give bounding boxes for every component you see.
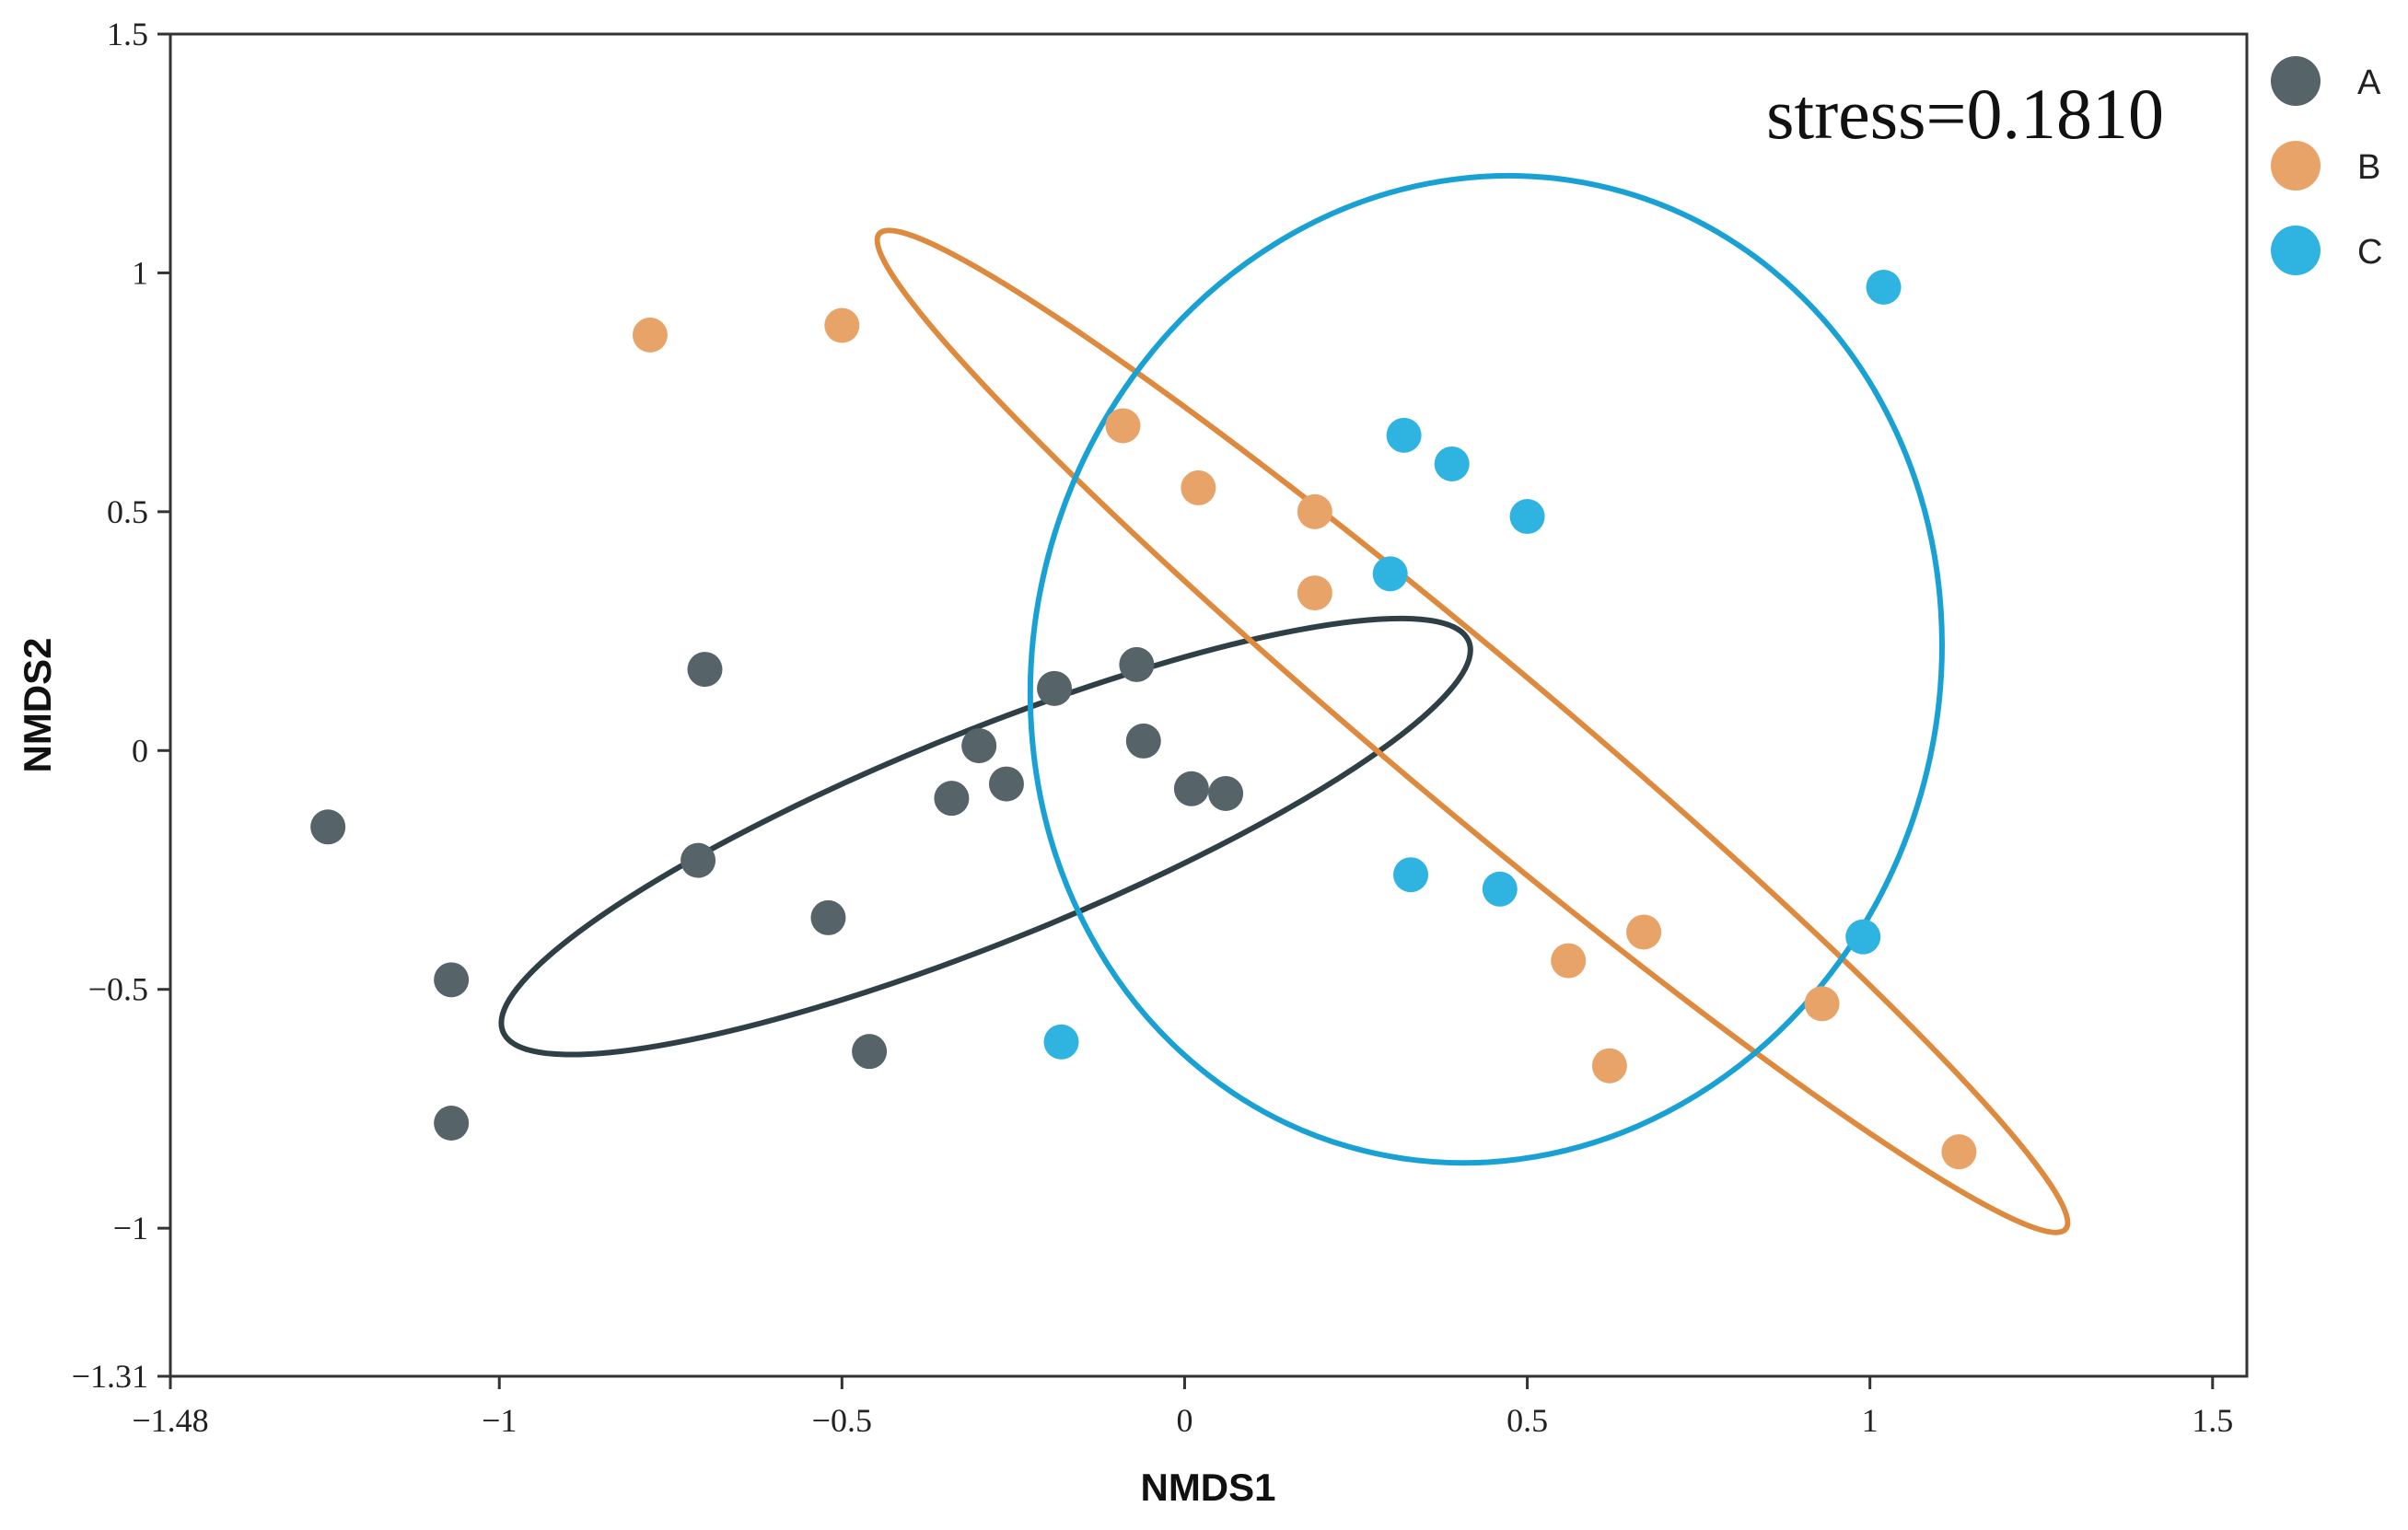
- point-group-a: [1037, 670, 1073, 706]
- legend-label-b: B: [2357, 148, 2380, 187]
- x-tick-label: 0: [1176, 1402, 1192, 1439]
- point-group-a: [1208, 775, 1244, 811]
- legend-marker-a: [2271, 56, 2321, 106]
- point-group-a: [961, 728, 997, 764]
- point-group-b: [1297, 575, 1332, 611]
- x-tick-label: −0.5: [812, 1402, 872, 1439]
- point-group-a: [434, 1106, 470, 1142]
- point-group-b: [824, 307, 860, 343]
- point-group-c: [1866, 269, 1902, 305]
- point-group-a: [810, 899, 846, 935]
- point-group-a: [1173, 771, 1209, 806]
- legend-marker-b: [2271, 141, 2321, 191]
- point-group-a: [1119, 646, 1155, 682]
- point-group-a: [852, 1034, 888, 1070]
- point-group-a: [434, 962, 470, 998]
- data-points: [310, 269, 1977, 1170]
- y-tick-label: −1: [113, 1210, 148, 1246]
- point-group-a: [310, 809, 346, 845]
- point-group-b: [1804, 986, 1840, 1022]
- x-tick-label: 0.5: [1506, 1402, 1548, 1439]
- x-axis-ticks: −1.48 −1 −0.5 0 0.5 1 1.5: [132, 1376, 2233, 1439]
- point-group-a: [681, 842, 716, 878]
- point-group-c: [1482, 871, 1518, 907]
- ellipse-group-c: [1027, 172, 1945, 1166]
- y-tick-label: 0.5: [107, 493, 148, 530]
- stress-annotation: stress=0.1810: [1766, 74, 2164, 154]
- x-tick-label: 1: [1862, 1402, 1879, 1439]
- x-tick-label: 1.5: [2192, 1402, 2233, 1439]
- point-group-a: [988, 766, 1024, 802]
- legend-label-a: A: [2357, 64, 2381, 102]
- y-axis-title: NMDS2: [16, 637, 59, 772]
- point-group-a: [934, 781, 970, 817]
- ellipse-group-a: [498, 615, 1473, 1058]
- point-group-c: [1509, 499, 1545, 535]
- point-group-c: [1372, 556, 1408, 592]
- point-group-c: [1434, 446, 1470, 481]
- point-group-a: [1125, 723, 1161, 759]
- y-tick-label: −1.31: [72, 1358, 148, 1395]
- y-axis-ticks: −1.31 −1 −0.5 0 0.5 1 1.5: [72, 16, 170, 1395]
- point-group-b: [1181, 469, 1216, 505]
- y-tick-label: 0: [132, 732, 148, 769]
- point-group-b: [1941, 1134, 1977, 1170]
- legend: A B C: [2271, 56, 2382, 275]
- point-group-c: [1386, 417, 1422, 453]
- point-group-b: [1297, 493, 1332, 529]
- point-group-b: [632, 317, 668, 353]
- point-group-c: [1393, 857, 1429, 893]
- x-tick-label: −1.48: [132, 1402, 208, 1439]
- point-group-c: [1043, 1024, 1079, 1060]
- point-group-c: [1845, 919, 1881, 955]
- y-tick-label: 1: [132, 254, 148, 291]
- legend-label-c: C: [2357, 233, 2382, 272]
- plot-frame: [169, 32, 2249, 1378]
- point-group-b: [1626, 914, 1662, 950]
- legend-marker-c: [2271, 226, 2321, 275]
- point-group-b: [1591, 1048, 1627, 1084]
- point-group-a: [687, 652, 723, 688]
- point-group-b: [1105, 408, 1141, 444]
- ellipse-group-b: [874, 227, 2071, 1235]
- y-tick-label: −0.5: [88, 971, 148, 1008]
- y-tick-label: 1.5: [107, 16, 148, 52]
- point-group-b: [1551, 943, 1587, 979]
- x-tick-label: −1: [482, 1402, 517, 1439]
- x-axis-title: NMDS1: [1140, 1466, 1275, 1509]
- group-ellipses: [498, 172, 2071, 1235]
